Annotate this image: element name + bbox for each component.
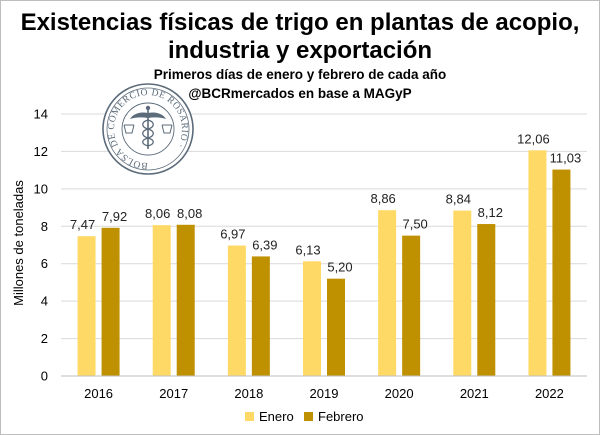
data-labels: 7,47 7,92 8,06 8,08 6,97 6,39 6,13 5,20 8,86 7,50… [70, 131, 581, 274]
data-label-enero-2019: 6,13 [295, 242, 320, 257]
bars [77, 150, 571, 376]
chart-title-line-2: industria y exportación [168, 37, 432, 64]
x-tick-label-2016: 2016 [84, 386, 113, 401]
y-axis-label: Millones de toneladas [11, 180, 26, 306]
y-tick-label: 12 [34, 144, 48, 159]
bcr-seal-logo: BOLSA DE COMERCIO DE ROSARIO · [102, 83, 194, 175]
x-axis-ticks: 2016 2017 2018 2019 2020 2021 2022 [84, 386, 564, 401]
bar-febrero-2017 [176, 224, 195, 376]
data-label-febrero-2020: 7,50 [402, 217, 427, 232]
data-label-enero-2022: 12,06 [517, 131, 550, 146]
x-tick-label-2020: 2020 [385, 386, 414, 401]
bar-febrero-2022 [552, 169, 571, 376]
data-label-enero-2016: 7,47 [70, 217, 95, 232]
x-tick-label-2017: 2017 [159, 386, 188, 401]
legend: Enero Febrero [245, 409, 364, 424]
bar-enero-2018 [227, 245, 246, 376]
legend-label-enero: Enero [259, 409, 294, 424]
data-label-enero-2020: 8,86 [370, 191, 395, 206]
x-tick-label-2019: 2019 [310, 386, 339, 401]
legend-label-febrero: Febrero [318, 409, 364, 424]
bar-febrero-2016 [101, 227, 120, 376]
y-tick-label: 8 [41, 219, 48, 234]
bar-enero-2022 [528, 150, 547, 376]
y-tick-label: 10 [34, 181, 48, 196]
y-tick-label: 0 [41, 369, 48, 384]
data-label-febrero-2016: 7,92 [102, 209, 127, 224]
bar-febrero-2020 [402, 235, 421, 376]
bar-enero-2019 [303, 261, 321, 376]
chart-subtitle: Primeros días de enero y febrero de cada… [154, 67, 447, 82]
x-tick-label-2021: 2021 [460, 386, 489, 401]
x-tick-label-2022: 2022 [535, 386, 564, 401]
data-label-febrero-2019: 5,20 [327, 260, 352, 275]
legend-swatch-febrero [304, 412, 313, 421]
y-tick-label: 6 [41, 256, 48, 271]
y-tick-label: 2 [41, 331, 48, 346]
data-label-febrero-2018: 6,39 [252, 237, 277, 252]
legend-swatch-enero [245, 412, 254, 421]
x-tick-label-2018: 2018 [234, 386, 263, 401]
bar-enero-2016 [77, 236, 96, 376]
chart-title-line-1: Existencias físicas de trigo en plantas … [21, 9, 580, 36]
data-label-enero-2021: 8,84 [446, 192, 471, 207]
data-label-febrero-2017: 8,08 [177, 206, 202, 221]
chart-source: @BCRmercados en base a MAGyP [188, 86, 411, 101]
bar-enero-2020 [378, 210, 397, 376]
bar-febrero-2018 [251, 256, 270, 376]
bar-enero-2021 [453, 210, 472, 376]
data-label-enero-2018: 6,97 [220, 227, 245, 242]
y-axis-ticks: 0 2 4 6 8 10 12 14 [34, 107, 48, 384]
bar-febrero-2019 [327, 278, 345, 376]
data-label-febrero-2022: 11,03 [550, 151, 582, 166]
bar-enero-2017 [152, 225, 171, 376]
y-tick-label: 4 [41, 294, 48, 309]
data-label-febrero-2021: 8,12 [478, 205, 503, 220]
y-tick-label: 14 [34, 107, 48, 122]
data-label-enero-2017: 8,06 [145, 206, 170, 221]
bar-febrero-2021 [477, 224, 496, 376]
